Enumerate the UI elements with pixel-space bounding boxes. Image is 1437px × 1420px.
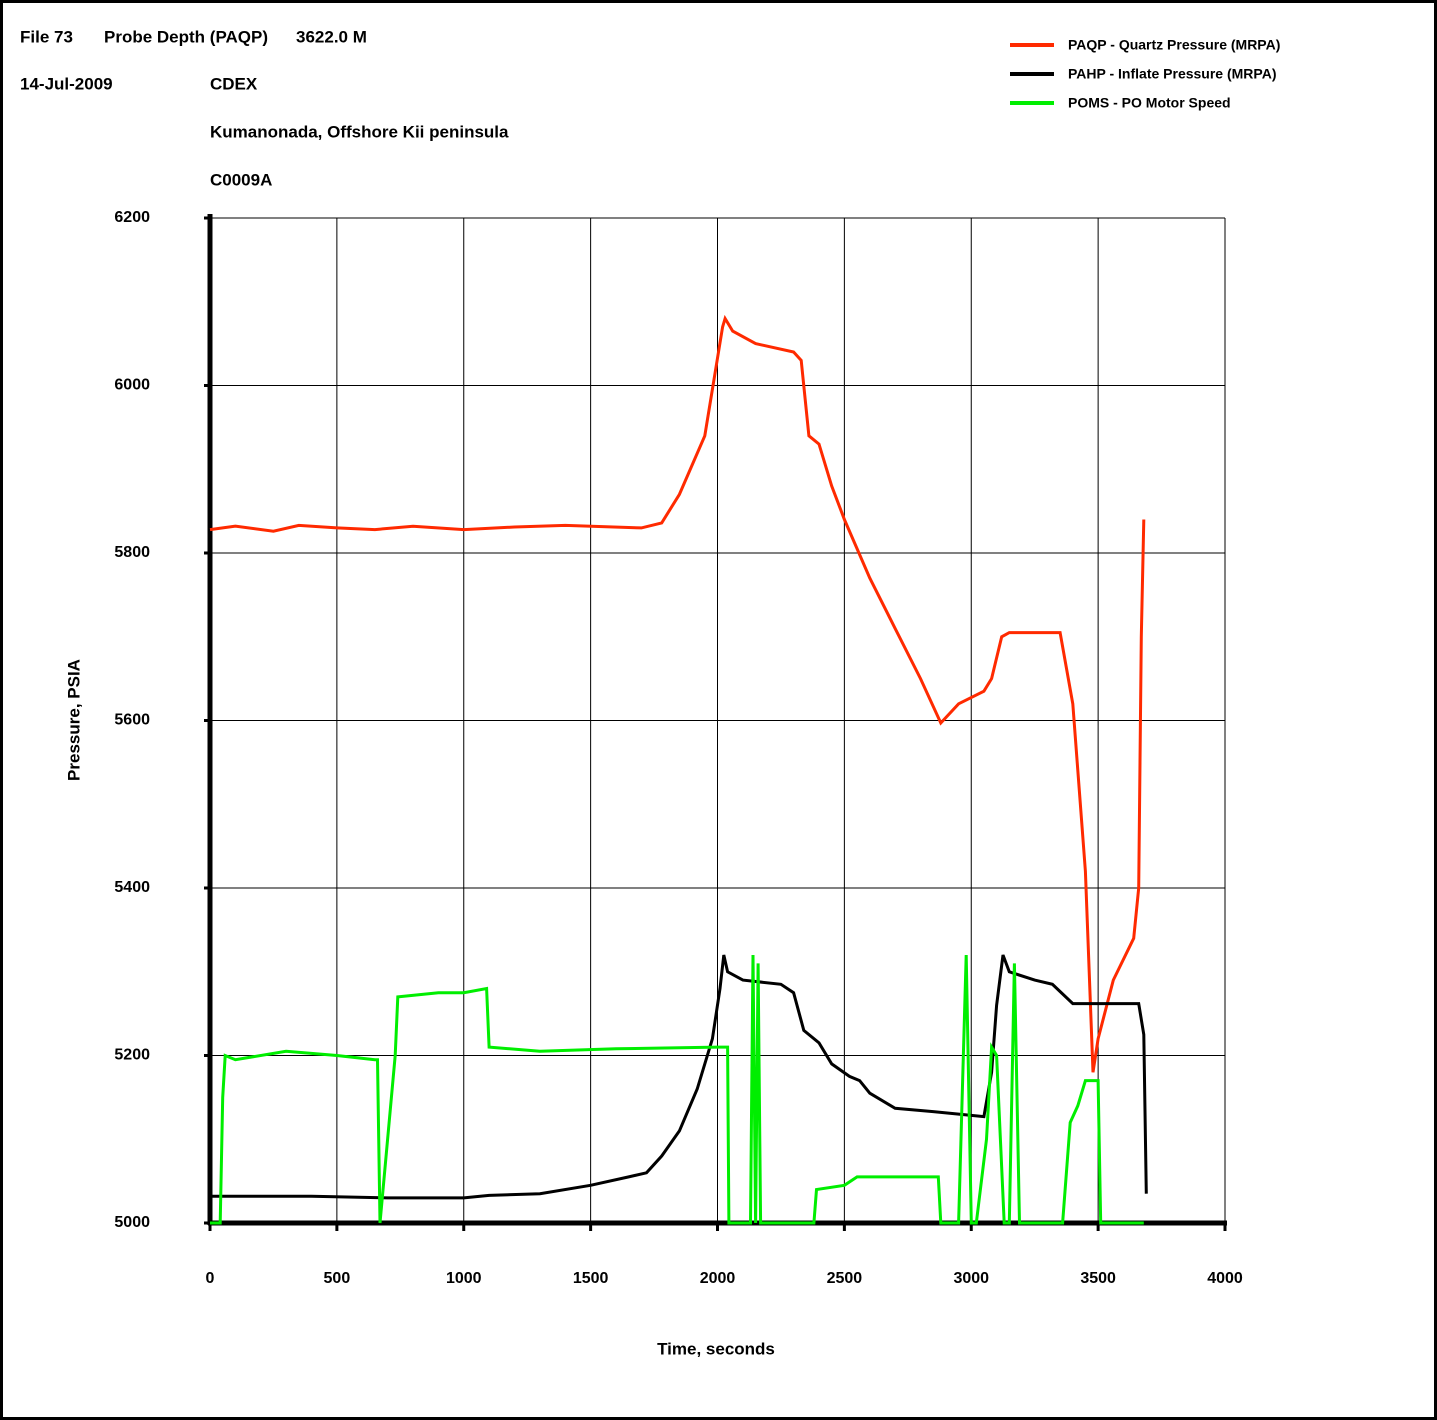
- header-text: File 73: [20, 27, 73, 46]
- legend-label: POMS - PO Motor Speed: [1068, 95, 1231, 111]
- y-tick-label: 5000: [114, 1214, 150, 1231]
- x-tick-label: 2000: [700, 1270, 736, 1287]
- x-tick-label: 1500: [573, 1270, 609, 1287]
- header-text: C0009A: [210, 170, 272, 189]
- data-line: [210, 954, 1148, 1200]
- x-tick-label: 1000: [446, 1270, 482, 1287]
- x-tick-label: 3000: [953, 1270, 989, 1287]
- legend-label: PAQP - Quartz Pressure (MRPA): [1068, 37, 1280, 53]
- header-text: Probe Depth (PAQP): [104, 27, 268, 46]
- y-tick-label: 6200: [114, 209, 150, 226]
- legend-label: PAHP - Inflate Pressure (MRPA): [1068, 66, 1277, 82]
- x-tick-label: 500: [324, 1270, 351, 1287]
- header-text: CDEX: [210, 74, 258, 93]
- data-line: [209, 314, 1146, 1073]
- y-tick-label: 5200: [114, 1047, 150, 1064]
- x-axis-label: Time, seconds: [657, 1339, 775, 1358]
- y-axis-label: Pressure, PSIA: [64, 659, 83, 781]
- y-tick-label: 5400: [114, 879, 150, 896]
- x-tick-label: 3500: [1080, 1270, 1116, 1287]
- y-tick-label: 6000: [114, 377, 150, 394]
- header-text: Kumanonada, Offshore Kii peninsula: [210, 122, 509, 141]
- header-text: 14-Jul-2009: [20, 74, 113, 93]
- x-tick-label: 0: [206, 1270, 215, 1287]
- y-tick-label: 5600: [114, 712, 150, 729]
- x-tick-label: 4000: [1207, 1270, 1243, 1287]
- data-line: [210, 954, 1144, 1225]
- y-tick-label: 5800: [114, 544, 150, 561]
- header-text: 3622.0 M: [296, 27, 367, 46]
- x-tick-label: 2500: [827, 1270, 863, 1287]
